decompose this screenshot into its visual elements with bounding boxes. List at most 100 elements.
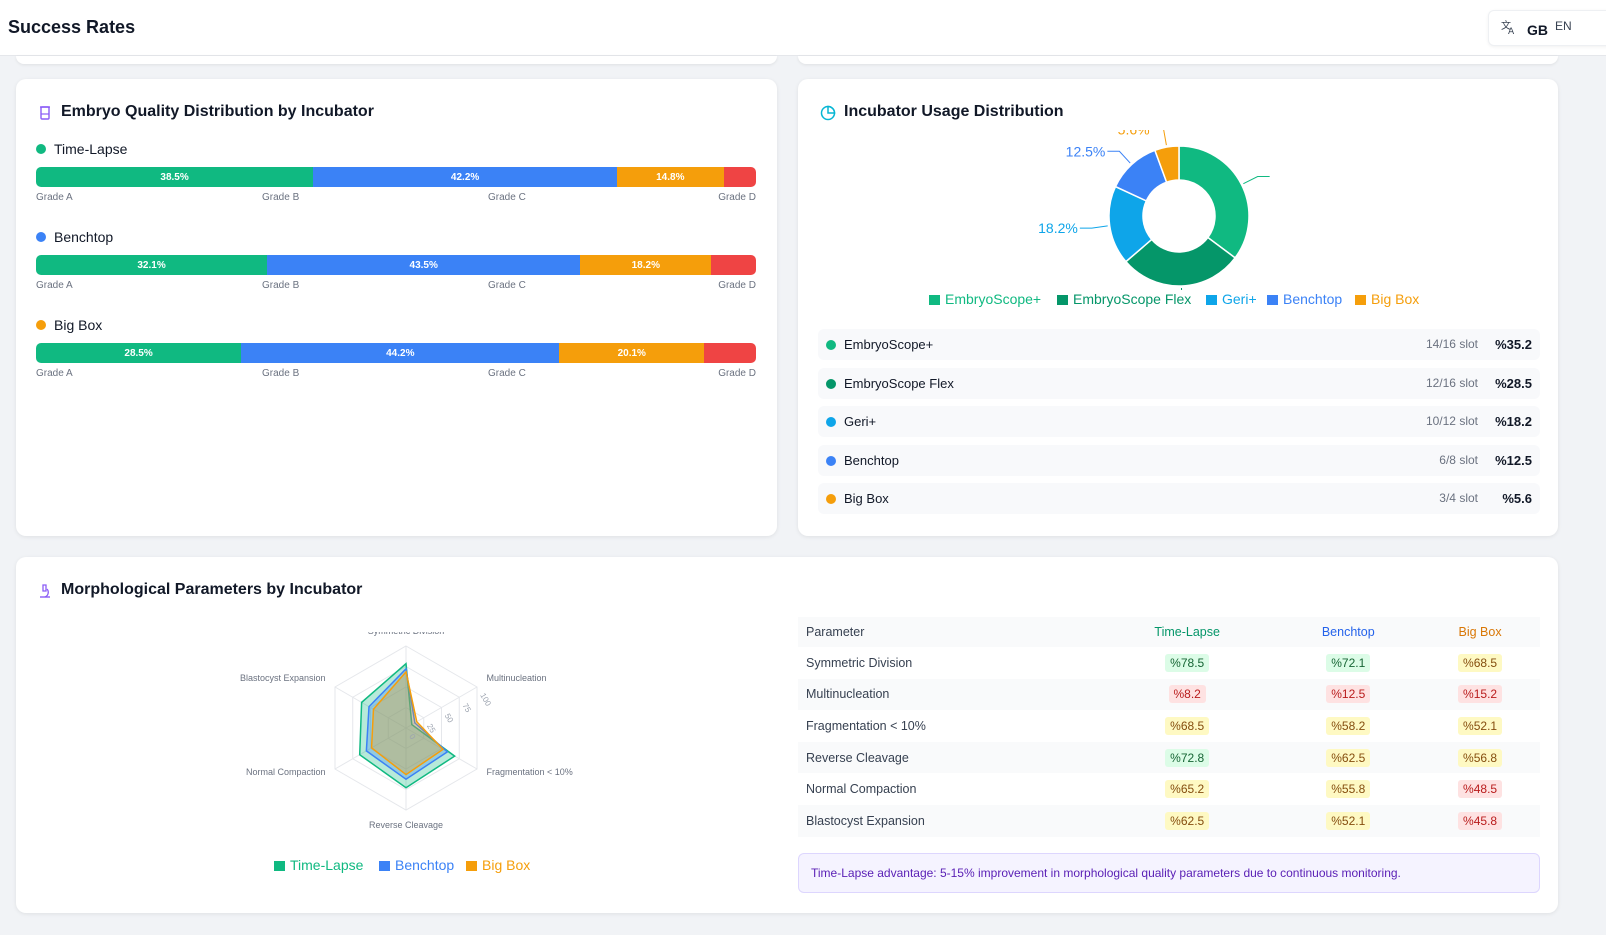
legend-swatch bbox=[466, 861, 477, 871]
radar-tick-label: 0 bbox=[407, 733, 417, 742]
flask-icon bbox=[40, 106, 50, 120]
grade-label: Grade B bbox=[262, 368, 300, 379]
donut-slice-label: 12.5% bbox=[1066, 143, 1106, 159]
morphology-radar-chart: Symmetric Division Multinucleation Fragmen… bbox=[240, 632, 573, 830]
previous-card-bottom-right bbox=[798, 56, 1558, 64]
value-pill: %8.2 bbox=[1168, 685, 1206, 704]
grade-label: Grade C bbox=[488, 192, 526, 203]
donut-slice-label: 5.6% bbox=[1118, 130, 1150, 137]
grade-label: Grade D bbox=[718, 368, 756, 379]
value-pill: %15.2 bbox=[1458, 685, 1503, 704]
value-cell: %78.5 bbox=[1098, 647, 1276, 679]
usage-slots: 14/16 slot bbox=[1425, 337, 1478, 351]
parameter-name: Symmetric Division bbox=[806, 655, 913, 670]
legend-swatch bbox=[929, 295, 940, 305]
parameter-name: Blastocyst Expansion bbox=[798, 804, 1098, 837]
value-cell: %65.2 bbox=[1098, 773, 1276, 805]
value-cell: %72.8 bbox=[1098, 741, 1277, 774]
svg-text:文: 文 bbox=[1501, 19, 1511, 32]
usage-row: EmbryoScope+ 14/16 slot %35.2 bbox=[818, 329, 1540, 360]
time-lapse-note: Time-Lapse advantage: 5-15% improvement … bbox=[798, 853, 1540, 893]
grade-label: Grade A bbox=[36, 368, 73, 379]
legend-label: Big Box bbox=[482, 857, 531, 873]
usage-slots: 12/16 slot bbox=[1425, 376, 1478, 390]
table-header-row: Parameter Time-Lapse Benchtop Big Box bbox=[798, 617, 1540, 647]
quality-bar: 38.5% 42.2% 14.8% bbox=[36, 167, 756, 187]
donut-label-line bbox=[1243, 176, 1270, 185]
bar-segment-grade-c: 20.1% bbox=[559, 343, 705, 363]
legend-label: Big Box bbox=[1371, 291, 1420, 307]
value-pill: %78.5 bbox=[1165, 653, 1210, 672]
embryo-quality-title: Embryo Quality Distribution by Incubator bbox=[61, 103, 374, 120]
radar-series-big-box[interactable] bbox=[370, 670, 445, 776]
donut-slice-big-box[interactable] bbox=[1153, 145, 1180, 184]
value-pill: %45.8 bbox=[1458, 811, 1503, 830]
value-cell: %62.5 bbox=[1276, 741, 1421, 774]
value-cell: %56.8 bbox=[1420, 741, 1540, 774]
donut-label-line bbox=[1107, 150, 1131, 164]
legend-label: Geri+ bbox=[1222, 291, 1257, 307]
language-code: GB bbox=[1527, 22, 1548, 38]
parameter-name: Fragmentation < 10% bbox=[806, 718, 926, 733]
usage-name: Geri+ bbox=[844, 414, 877, 429]
donut-slice-embryoscope-flex[interactable] bbox=[1124, 236, 1237, 287]
donut-slice-embryoscope-[interactable] bbox=[1178, 145, 1250, 259]
bar-segment-grade-a: 28.5% bbox=[36, 343, 242, 363]
grade-labels: Grade A Grade B Grade C Grade D bbox=[36, 368, 756, 380]
usage-dot bbox=[826, 340, 836, 350]
usage-percent: %5.6 bbox=[1502, 491, 1532, 506]
incubator-name: Time-Lapse bbox=[54, 141, 128, 157]
radar-tick-label: 75 bbox=[461, 702, 474, 715]
value-cell: %55.8 bbox=[1276, 773, 1420, 805]
donut-legend-item[interactable]: Benchtop bbox=[1267, 291, 1342, 307]
radar-spoke bbox=[405, 686, 478, 729]
quality-bar: 32.1% 43.5% 18.2% bbox=[36, 255, 756, 275]
radar-legend-item[interactable]: Benchtop bbox=[379, 857, 454, 873]
donut-legend-item[interactable]: EmbryoScope+ bbox=[929, 291, 1041, 307]
value-pill: %68.5 bbox=[1458, 653, 1503, 672]
radar-tick-label: 50 bbox=[443, 712, 456, 725]
donut-legend-item[interactable]: Geri+ bbox=[1206, 291, 1257, 307]
table-row: Symmetric Division %78.5 %72.1 %68.5 bbox=[798, 647, 1540, 679]
parameter-name: Normal Compaction bbox=[806, 782, 917, 797]
value-pill: %12.5 bbox=[1326, 685, 1371, 704]
radar-series-benchtop[interactable] bbox=[365, 667, 449, 781]
grade-label: Grade D bbox=[718, 192, 756, 203]
usage-slots: 3/4 slot bbox=[1439, 491, 1478, 505]
usage-donut-chart: 28.5%18.2%12.5%5.6% bbox=[1038, 130, 1270, 290]
donut-label-line bbox=[1163, 130, 1167, 146]
radar-tick-label: 100 bbox=[478, 692, 493, 709]
value-pill: %68.5 bbox=[1165, 716, 1210, 735]
grade-labels: Grade A Grade B Grade C Grade D bbox=[36, 192, 756, 204]
page-title: Success Rates bbox=[8, 17, 136, 37]
value-pill: %72.1 bbox=[1326, 653, 1371, 672]
usage-name: Big Box bbox=[844, 491, 889, 506]
usage-name: EmbryoScope Flex bbox=[844, 376, 954, 391]
donut-legend-item[interactable]: EmbryoScope Flex bbox=[1057, 291, 1191, 307]
donut-slice-label: 18.2% bbox=[1038, 220, 1078, 236]
value-pill: %48.5 bbox=[1458, 780, 1503, 799]
pie-chart-icon bbox=[820, 105, 836, 121]
morphology-table: Parameter Time-Lapse Benchtop Big Box Sy… bbox=[798, 617, 1540, 837]
svg-text:A: A bbox=[1508, 27, 1515, 35]
morphological-title: Morphological Parameters by Incubator bbox=[61, 581, 363, 598]
legend-label: EmbryoScope Flex bbox=[1073, 291, 1192, 307]
incubator-dot bbox=[36, 320, 46, 330]
grade-label: Grade A bbox=[36, 192, 73, 203]
bar-segment-grade-c: 14.8% bbox=[617, 167, 724, 187]
radar-legend-item[interactable]: Big Box bbox=[466, 857, 530, 873]
grade-labels: Grade A Grade B Grade C Grade D bbox=[36, 280, 756, 292]
value-cell: %68.5 bbox=[1098, 710, 1276, 742]
bar-segment-grade-d bbox=[723, 167, 756, 187]
value-pill: %52.1 bbox=[1458, 716, 1503, 735]
value-cell: %48.5 bbox=[1420, 773, 1540, 805]
donut-legend-item[interactable]: Big Box bbox=[1355, 291, 1419, 307]
radar-axis-label: Fragmentation < 10% bbox=[486, 767, 572, 777]
value-pill: %55.8 bbox=[1326, 780, 1371, 799]
legend-swatch bbox=[274, 861, 285, 871]
value-pill: %62.5 bbox=[1165, 811, 1210, 830]
incubator-label: Big Box bbox=[36, 317, 102, 333]
radar-legend-item[interactable]: Time-Lapse bbox=[274, 857, 363, 873]
